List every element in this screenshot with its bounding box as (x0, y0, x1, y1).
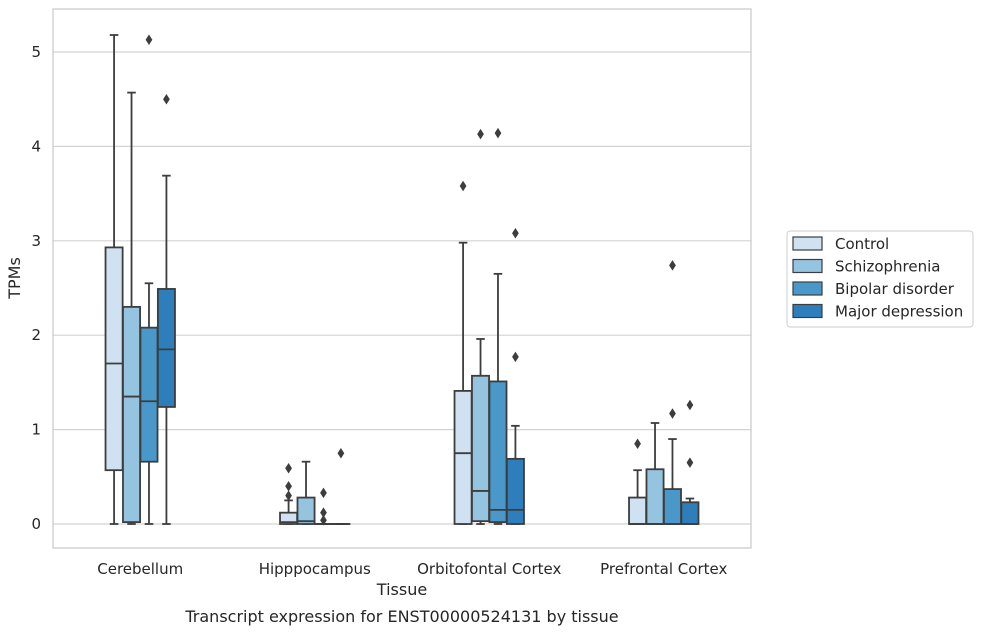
x-tick-label: Orbitofontal Cortex (417, 560, 561, 578)
legend-label: Schizophrenia (835, 258, 940, 276)
box-iqr (628, 496, 648, 525)
box-iqr (122, 305, 141, 524)
box (156, 93, 176, 525)
y-axis-title: TPMs (5, 257, 24, 300)
y-tick-label: 2 (31, 326, 41, 344)
legend-swatch (792, 236, 823, 251)
legend-swatch (792, 258, 823, 274)
box (331, 447, 351, 525)
x-axis-title: Tissue (376, 580, 427, 599)
outlier-point (512, 351, 519, 363)
y-tick-label: 4 (31, 137, 41, 155)
outlier-point (320, 514, 327, 526)
series-major-depression (156, 93, 700, 525)
legend-label: Bipolar disorder (835, 280, 955, 298)
box-iqr (645, 468, 665, 525)
series-bipolar-disorder (139, 34, 682, 526)
box (471, 128, 490, 525)
box-iqr (453, 389, 473, 525)
outlier-point (320, 507, 327, 518)
outlier-point (477, 128, 484, 140)
box (645, 422, 665, 525)
outlier-point (163, 93, 170, 105)
outlier-point (686, 399, 694, 411)
outlier-point (337, 447, 345, 459)
legend-frame (786, 230, 974, 328)
box (122, 91, 141, 525)
box-iqr (505, 457, 525, 525)
outlier-point (634, 438, 641, 450)
chart-caption: Transcript expression for ENST0000052413… (184, 607, 618, 626)
box-iqr (156, 288, 176, 408)
outlier-point (285, 463, 292, 474)
box-iqr (296, 496, 316, 525)
outlier-point (669, 408, 676, 419)
box (314, 487, 333, 526)
outlier-point (285, 490, 292, 501)
outlier-point (459, 180, 467, 192)
box (488, 127, 508, 525)
box (279, 463, 299, 525)
series-schizophrenia (122, 91, 665, 525)
box-iqr (139, 326, 159, 463)
x-axis-ticks: Cerebellum Hipppocampus Orbitofontal Corte… (97, 560, 727, 578)
box (296, 460, 316, 525)
x-tick-label: Cerebellum (97, 560, 183, 578)
outlier-point (669, 260, 676, 271)
box-iqr (471, 374, 490, 523)
box (680, 399, 700, 525)
legend: Control Schizophrenia Bipolar disorder Majo… (786, 230, 974, 328)
box-iqr (104, 246, 124, 472)
box-iqr (663, 488, 682, 525)
y-axis-ticks: 0 1 2 3 4 5 (31, 43, 41, 533)
box-iqr (680, 501, 700, 525)
outlier-point (494, 127, 502, 139)
outlier-point (686, 457, 694, 468)
y-tick-label: 3 (31, 232, 41, 250)
series-control (104, 34, 648, 525)
y-tick-label: 1 (31, 421, 41, 439)
x-tick-label: Hipppocampus (259, 560, 371, 578)
y-tick-label: 5 (31, 43, 41, 61)
legend-label: Major depression (835, 303, 963, 321)
box (663, 260, 682, 525)
outlier-point (512, 227, 519, 239)
box (453, 180, 473, 525)
x-tick-label: Prefrontal Cortex (600, 560, 727, 578)
box (628, 438, 648, 525)
box-iqr (488, 380, 508, 524)
legend-swatch (792, 303, 823, 319)
box-series (104, 34, 700, 526)
legend-swatch (792, 281, 823, 296)
box (505, 227, 525, 525)
outlier-point (145, 34, 153, 45)
plot-area-frame (52, 8, 752, 549)
y-tick-label: 0 (31, 515, 41, 533)
box (104, 34, 124, 525)
outlier-point (285, 480, 292, 492)
outlier-point (320, 487, 327, 499)
legend-label: Control (835, 235, 889, 253)
box (139, 34, 159, 525)
